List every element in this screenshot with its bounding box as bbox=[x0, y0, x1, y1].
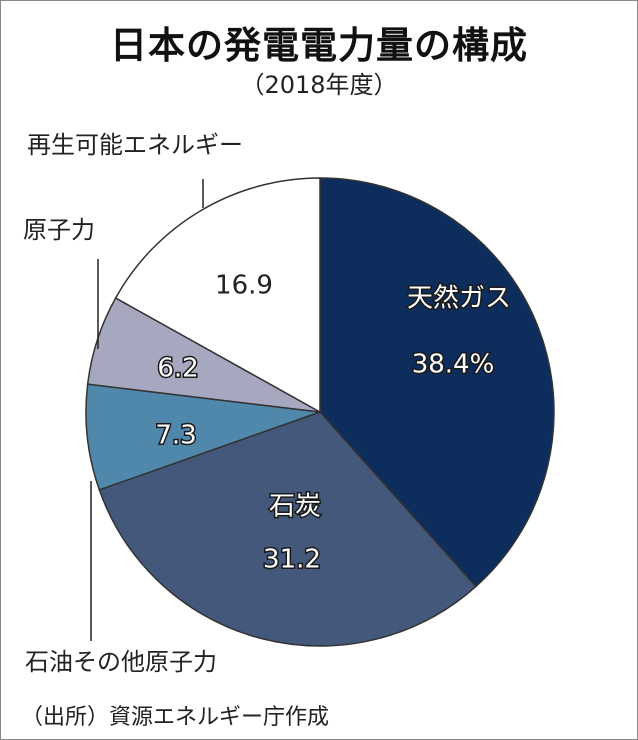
pie-slice-3 bbox=[85, 383, 321, 491]
slice-value-label-5: 16.9 bbox=[215, 271, 273, 301]
pie-slice-1 bbox=[98, 411, 477, 647]
pie-slice-5 bbox=[114, 177, 321, 414]
slice-name-label-1: 石炭 bbox=[269, 492, 321, 522]
slice-value-label-1: 31.2 bbox=[263, 545, 321, 575]
chart-title: 日本の発電電力量の構成 bbox=[110, 24, 528, 67]
pie-slice-0 bbox=[319, 177, 555, 588]
slice-value-label-0: 38.4% bbox=[412, 350, 495, 380]
pie-slices bbox=[85, 177, 555, 647]
source-note: （出所）資源エネルギー庁作成 bbox=[21, 705, 330, 730]
leader-lines bbox=[90, 179, 204, 641]
slice-value-label-3: 7.3 bbox=[155, 421, 196, 451]
slice-name-label-0: 天然ガス bbox=[407, 284, 511, 314]
slice-value-label-4: 6.2 bbox=[157, 354, 198, 384]
outer-label-5: 再生可能エネルギー bbox=[27, 131, 243, 159]
chart-subtitle: （2018年度） bbox=[240, 71, 398, 99]
outer-label-4: 原子力 bbox=[23, 216, 95, 244]
outer-label-2: 石油その他原子力 bbox=[25, 648, 217, 676]
